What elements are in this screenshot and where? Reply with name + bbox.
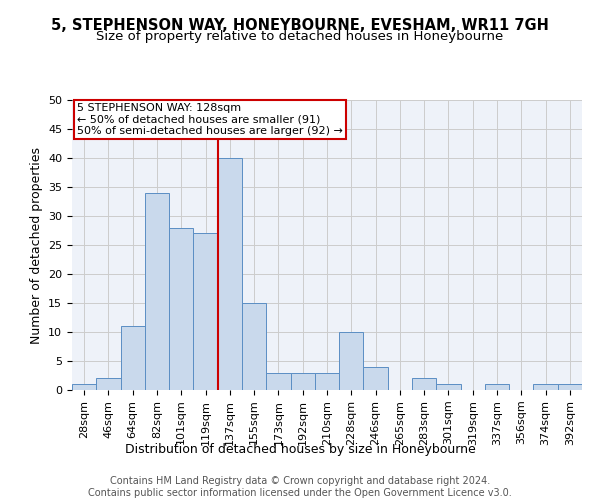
Text: Distribution of detached houses by size in Honeybourne: Distribution of detached houses by size …	[125, 442, 475, 456]
Bar	[96, 378, 121, 390]
Bar	[364, 367, 388, 390]
Bar	[266, 372, 290, 390]
Bar	[412, 378, 436, 390]
Bar	[485, 384, 509, 390]
Bar	[145, 193, 169, 390]
Text: 5, STEPHENSON WAY, HONEYBOURNE, EVESHAM, WR11 7GH: 5, STEPHENSON WAY, HONEYBOURNE, EVESHAM,…	[51, 18, 549, 32]
Y-axis label: Number of detached properties: Number of detached properties	[29, 146, 43, 344]
Bar	[558, 384, 582, 390]
Bar	[533, 384, 558, 390]
Bar	[290, 372, 315, 390]
Bar	[169, 228, 193, 390]
Bar	[218, 158, 242, 390]
Text: Size of property relative to detached houses in Honeybourne: Size of property relative to detached ho…	[97, 30, 503, 43]
Text: 5 STEPHENSON WAY: 128sqm
← 50% of detached houses are smaller (91)
50% of semi-d: 5 STEPHENSON WAY: 128sqm ← 50% of detach…	[77, 103, 343, 136]
Bar	[436, 384, 461, 390]
Bar	[242, 303, 266, 390]
Bar	[121, 326, 145, 390]
Bar	[315, 372, 339, 390]
Bar	[72, 384, 96, 390]
Text: Contains HM Land Registry data © Crown copyright and database right 2024.
Contai: Contains HM Land Registry data © Crown c…	[88, 476, 512, 498]
Bar	[339, 332, 364, 390]
Bar	[193, 234, 218, 390]
